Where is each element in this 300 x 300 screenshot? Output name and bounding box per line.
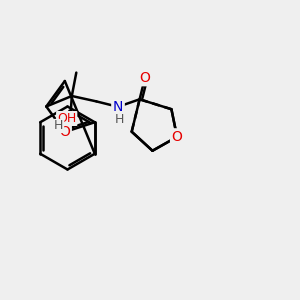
Text: O: O [172, 130, 182, 144]
Text: N: N [113, 100, 123, 114]
Text: H: H [54, 119, 64, 133]
Text: H: H [115, 113, 124, 126]
Text: O: O [59, 125, 70, 139]
Text: OH: OH [57, 112, 76, 125]
Text: O: O [140, 71, 150, 85]
